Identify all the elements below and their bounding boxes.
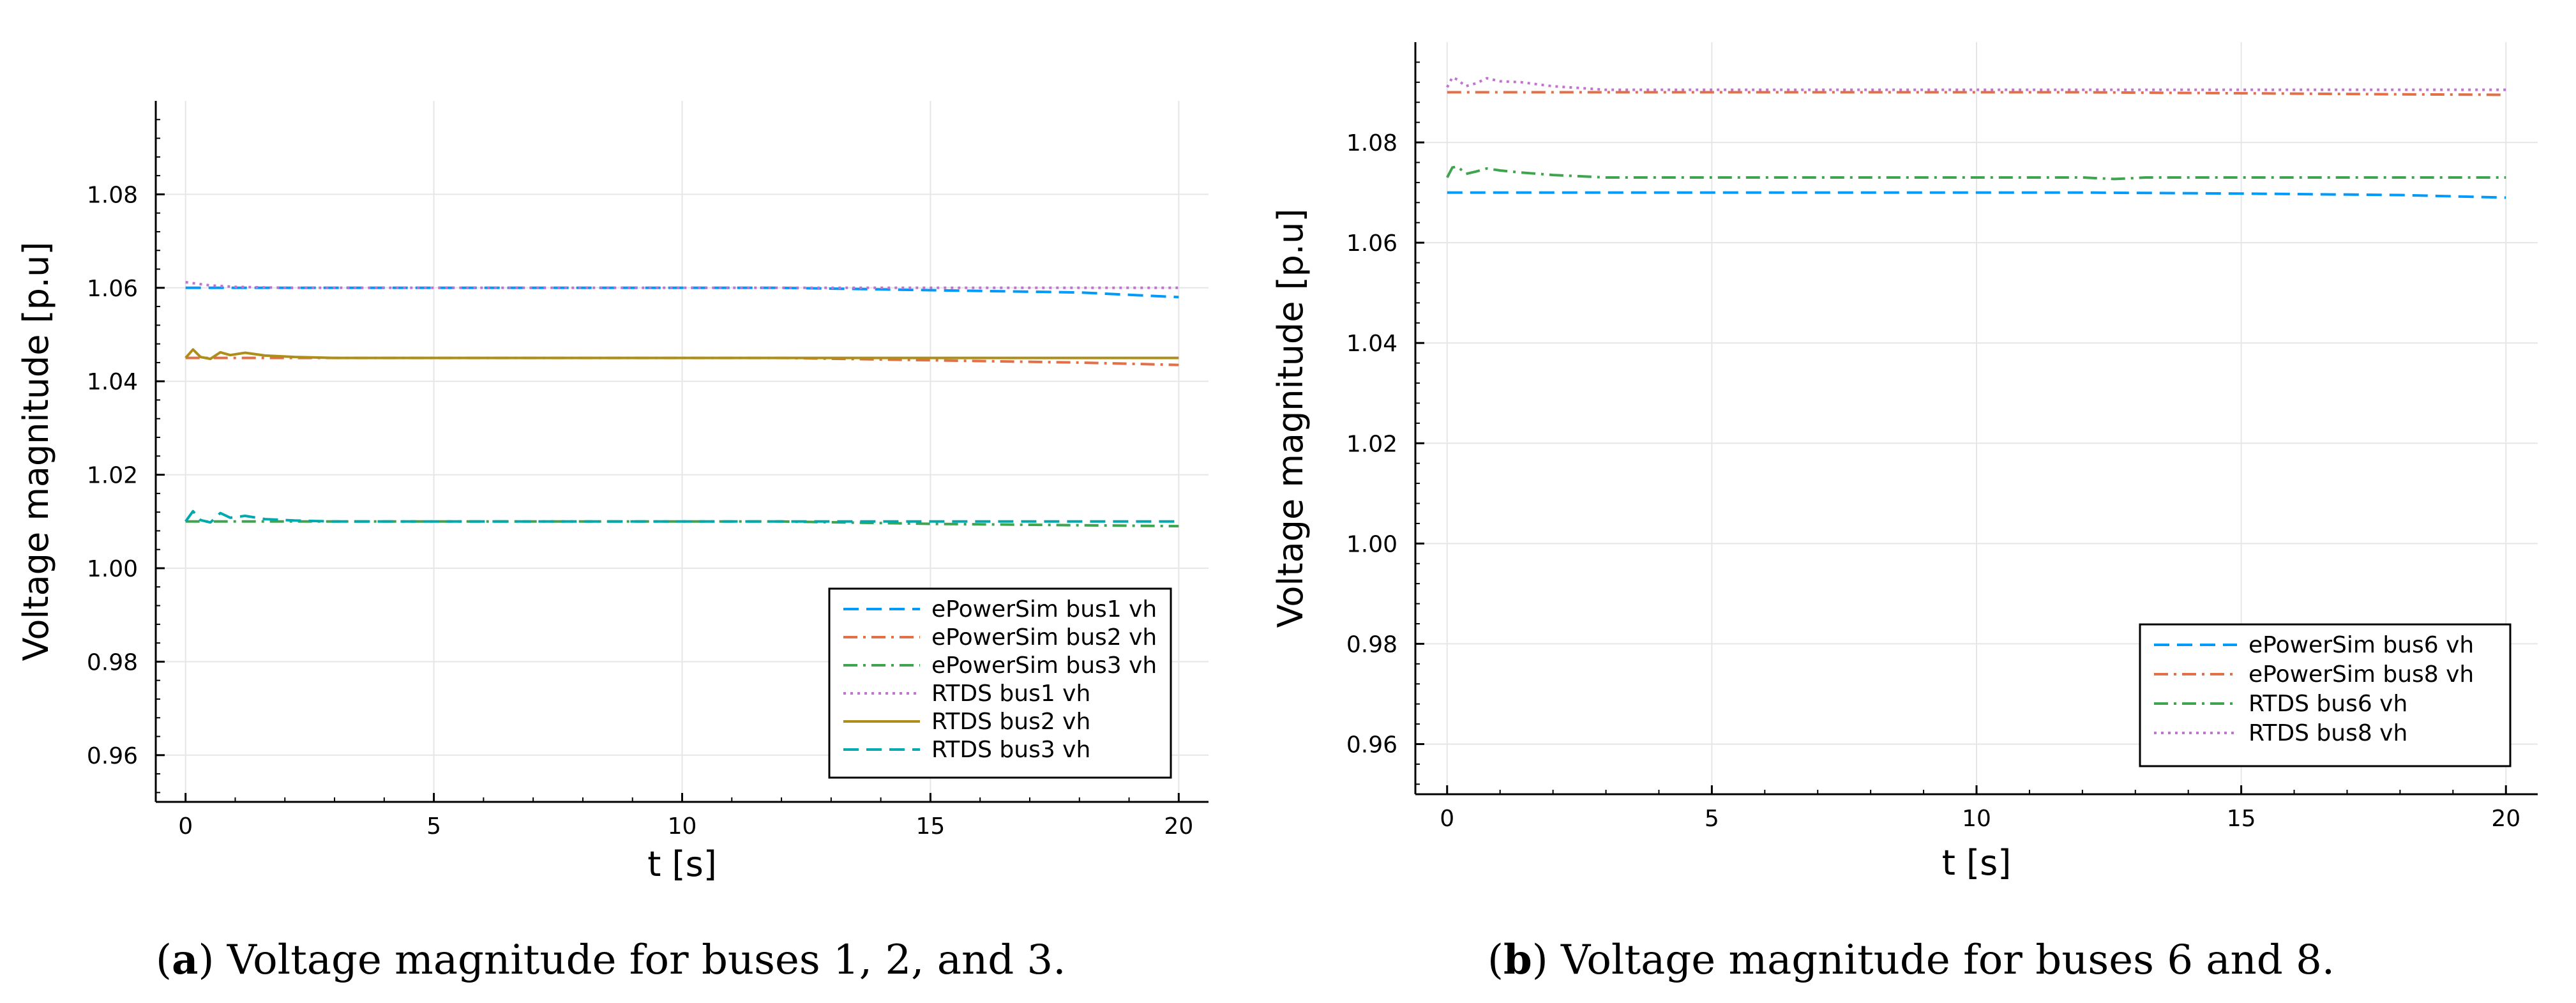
caption: (a) Voltage magnitude for buses 1, 2, an… (156, 936, 1066, 984)
y-tick-label: 0.96 (1346, 732, 1397, 758)
y-tick-label: 1.02 (87, 463, 138, 489)
y-tick-label: 1.04 (1346, 331, 1397, 357)
legend: ePowerSim bus6 vh ePowerSim bus8 vh RTDS b… (2139, 623, 2512, 767)
legend-label: ePowerSim bus6 vh (2248, 632, 2474, 658)
legend-label: RTDS bus3 vh (931, 737, 1090, 763)
y-tick-label: 0.98 (87, 649, 138, 675)
x-tick-label: 15 (916, 813, 945, 840)
x-tick-label: 10 (1962, 806, 1991, 832)
y-tick-label: 1.08 (87, 182, 138, 208)
x-tick-label: 15 (2227, 806, 2256, 832)
y-tick-label: 1.00 (87, 556, 138, 582)
y-tick-label: 1.00 (1346, 531, 1397, 557)
legend-box (828, 587, 1172, 779)
legend-label: RTDS bus8 vh (2248, 720, 2407, 746)
legend-label: RTDS bus2 vh (931, 709, 1090, 735)
series-line (1447, 91, 2506, 96)
caption: (b) Voltage magnitude for buses 6 and 8. (1488, 936, 2335, 984)
series-line (185, 520, 1179, 528)
series-line (185, 281, 1179, 289)
panel-b: 0.96 0.98 1.00 1.02 1.04 1.06 1.08 0 5 10 15 20 t [s… (1270, 42, 2538, 984)
y-tick-label: 0.96 (87, 743, 138, 769)
y-tick-label: 0.98 (1346, 631, 1397, 658)
x-tick-label: 0 (178, 813, 193, 840)
y-tick-label: 1.08 (1346, 130, 1397, 156)
series-line (1447, 191, 2506, 199)
legend-box (2139, 623, 2512, 767)
x-tick-label: 0 (1440, 806, 1454, 832)
x-axis-title: t [s] (1942, 843, 2012, 883)
caption-paren: ( (1488, 937, 1503, 984)
y-tick-label: 1.04 (87, 369, 138, 395)
x-tick-label: 5 (426, 813, 441, 840)
x-tick-label: 10 (668, 813, 697, 840)
x-tick-label: 20 (1164, 813, 1193, 840)
x-axis-title: t [s] (647, 844, 717, 884)
caption-label: a (172, 936, 198, 984)
y-axis-title: Voltage magnitude [p.u] (16, 242, 56, 661)
y-axis-title: Voltage magnitude [p.u] (1270, 209, 1311, 628)
caption-text: ) Voltage magnitude for buses 1, 2, and … (198, 937, 1066, 984)
series-line (185, 286, 1179, 299)
y-tick-label: 1.06 (1346, 230, 1397, 257)
legend-label: ePowerSim bus3 vh (931, 652, 1157, 679)
panel-a: 0.96 0.98 1.00 1.02 1.04 1.06 1.08 0 5 10 15 20 t [s… (16, 101, 1209, 984)
legend-label: RTDS bus1 vh (931, 681, 1090, 707)
caption-paren: ( (156, 937, 172, 984)
legend-label: ePowerSim bus1 vh (931, 596, 1157, 622)
caption-text: ) Voltage magnitude for buses 6 and 8. (1532, 937, 2335, 984)
series-line (1446, 76, 2506, 91)
series-line (185, 509, 1179, 524)
legend-label: RTDS bus6 vh (2248, 691, 2407, 717)
legend-label: ePowerSim bus2 vh (931, 624, 1157, 651)
y-tick-label: 1.06 (87, 276, 138, 302)
legend-label: ePowerSim bus8 vh (2248, 661, 2474, 688)
series-line (185, 348, 1179, 361)
x-tick-label: 20 (2491, 806, 2520, 832)
x-tick-label: 5 (1705, 806, 1719, 832)
y-tick-label: 1.02 (1346, 431, 1397, 457)
caption-label: b (1503, 936, 1532, 984)
